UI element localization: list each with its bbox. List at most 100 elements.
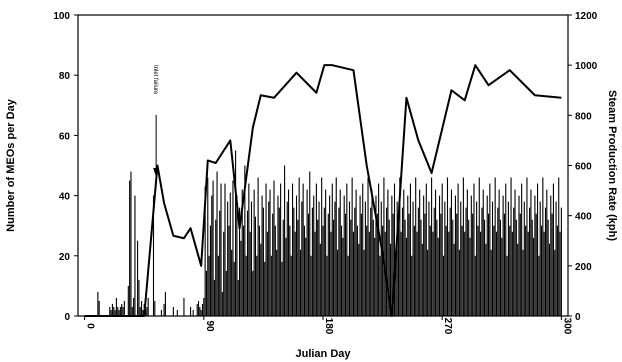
meo-bar bbox=[433, 207, 435, 316]
meo-bar bbox=[340, 225, 343, 316]
meo-bar bbox=[257, 177, 259, 316]
meo-bar bbox=[546, 189, 548, 316]
meo-bar bbox=[404, 219, 406, 316]
meo-bar bbox=[160, 309, 162, 316]
meo-bar bbox=[142, 309, 144, 316]
meo-bar bbox=[329, 195, 331, 316]
meo-bar bbox=[490, 249, 492, 316]
meo-bar bbox=[487, 213, 490, 316]
meo-bar bbox=[497, 207, 499, 316]
meo-bar bbox=[200, 309, 202, 316]
meo-bar bbox=[147, 297, 149, 316]
meo-bar bbox=[325, 189, 327, 316]
meo-bar bbox=[473, 183, 475, 316]
meo-bar bbox=[509, 225, 511, 316]
meo-bar bbox=[163, 303, 165, 316]
meo-bar bbox=[453, 243, 455, 316]
right-y-axis-ticks: 0 200 400 600 800 1000 1200 bbox=[568, 11, 598, 323]
meo-bar bbox=[295, 195, 298, 316]
meo-bar bbox=[227, 201, 229, 316]
meo-bar bbox=[97, 291, 99, 316]
meo-bar bbox=[144, 309, 147, 316]
meo-bar bbox=[113, 306, 115, 316]
meo-bar bbox=[448, 231, 450, 316]
meo-bar bbox=[122, 306, 124, 316]
meo-bar bbox=[196, 303, 198, 316]
annotation: Inlet failure bbox=[152, 65, 160, 177]
x-axis-ticks: 0 90 180 270 300 bbox=[84, 316, 572, 335]
meo-bar bbox=[274, 225, 276, 316]
meo-bar bbox=[322, 225, 324, 316]
meo-bar bbox=[232, 180, 234, 316]
meo-bar bbox=[129, 180, 131, 316]
meo-bar bbox=[395, 249, 397, 316]
meo-bar bbox=[183, 297, 185, 316]
meo-bar bbox=[217, 255, 219, 316]
meo-bar bbox=[371, 189, 373, 316]
meo-bar bbox=[318, 201, 320, 316]
meo-bar bbox=[123, 300, 125, 316]
meo-bar bbox=[119, 306, 121, 316]
meo-bar bbox=[138, 279, 140, 316]
meo-bar bbox=[190, 306, 192, 316]
meo-bar bbox=[335, 177, 337, 316]
meo-bar bbox=[285, 237, 287, 316]
meo-bar bbox=[272, 213, 274, 316]
meo-bar bbox=[364, 201, 366, 316]
x-tick-label: 300 bbox=[561, 318, 572, 335]
meo-bar bbox=[391, 195, 393, 316]
meo-bar bbox=[510, 177, 512, 316]
meo-bar bbox=[550, 195, 552, 316]
meo-bar bbox=[436, 219, 438, 316]
meo-bar bbox=[199, 306, 201, 316]
meo-bar bbox=[98, 300, 100, 316]
meo-bar bbox=[109, 306, 111, 316]
meo-bar bbox=[431, 177, 433, 316]
meo-bar bbox=[527, 231, 529, 316]
meo-bar bbox=[133, 297, 135, 316]
meo-bar bbox=[375, 195, 377, 316]
meo-bar bbox=[321, 177, 323, 316]
meo-bar bbox=[215, 219, 217, 316]
meo-bar bbox=[239, 207, 241, 316]
meo-bar bbox=[450, 189, 453, 316]
meo-bar bbox=[111, 303, 113, 316]
right-y-tick-label: 600 bbox=[575, 162, 592, 173]
meo-bar bbox=[417, 207, 419, 316]
meo-bar bbox=[346, 183, 348, 316]
meo-bar bbox=[408, 213, 410, 316]
meo-bar bbox=[529, 207, 531, 316]
meo-bar bbox=[389, 243, 392, 316]
meo-bar bbox=[396, 201, 398, 316]
meo-bar bbox=[368, 231, 370, 316]
meo-bar bbox=[276, 249, 278, 316]
meo-bar bbox=[425, 183, 427, 316]
meo-bar bbox=[268, 201, 270, 316]
left-y-tick-label: 60 bbox=[59, 131, 71, 142]
x-tick-label: 90 bbox=[204, 320, 215, 332]
meo-bar bbox=[262, 207, 264, 316]
meo-bar bbox=[499, 219, 502, 316]
steam-production-line bbox=[84, 64, 562, 317]
x-tick-label: 0 bbox=[85, 323, 96, 329]
meo-bar bbox=[229, 192, 231, 316]
meo-bar bbox=[412, 201, 414, 316]
meo-bar bbox=[403, 189, 405, 316]
meo-bar bbox=[413, 225, 415, 316]
meo-bar bbox=[205, 270, 208, 316]
meo-bar bbox=[315, 183, 317, 316]
meo-bar bbox=[221, 291, 223, 316]
meo-bar bbox=[333, 219, 335, 316]
meo-bar bbox=[533, 237, 535, 316]
meo-bar bbox=[383, 177, 385, 316]
meo-bar bbox=[461, 225, 463, 316]
meo-bar bbox=[400, 231, 402, 316]
meo-bar bbox=[280, 183, 282, 316]
meo-bar bbox=[409, 183, 411, 316]
meo-bar bbox=[284, 165, 286, 316]
meo-bar bbox=[319, 243, 321, 316]
meo-bar bbox=[440, 213, 442, 316]
meo-bar bbox=[317, 219, 319, 316]
meo-bar bbox=[372, 219, 374, 316]
meo-bar bbox=[314, 231, 316, 316]
